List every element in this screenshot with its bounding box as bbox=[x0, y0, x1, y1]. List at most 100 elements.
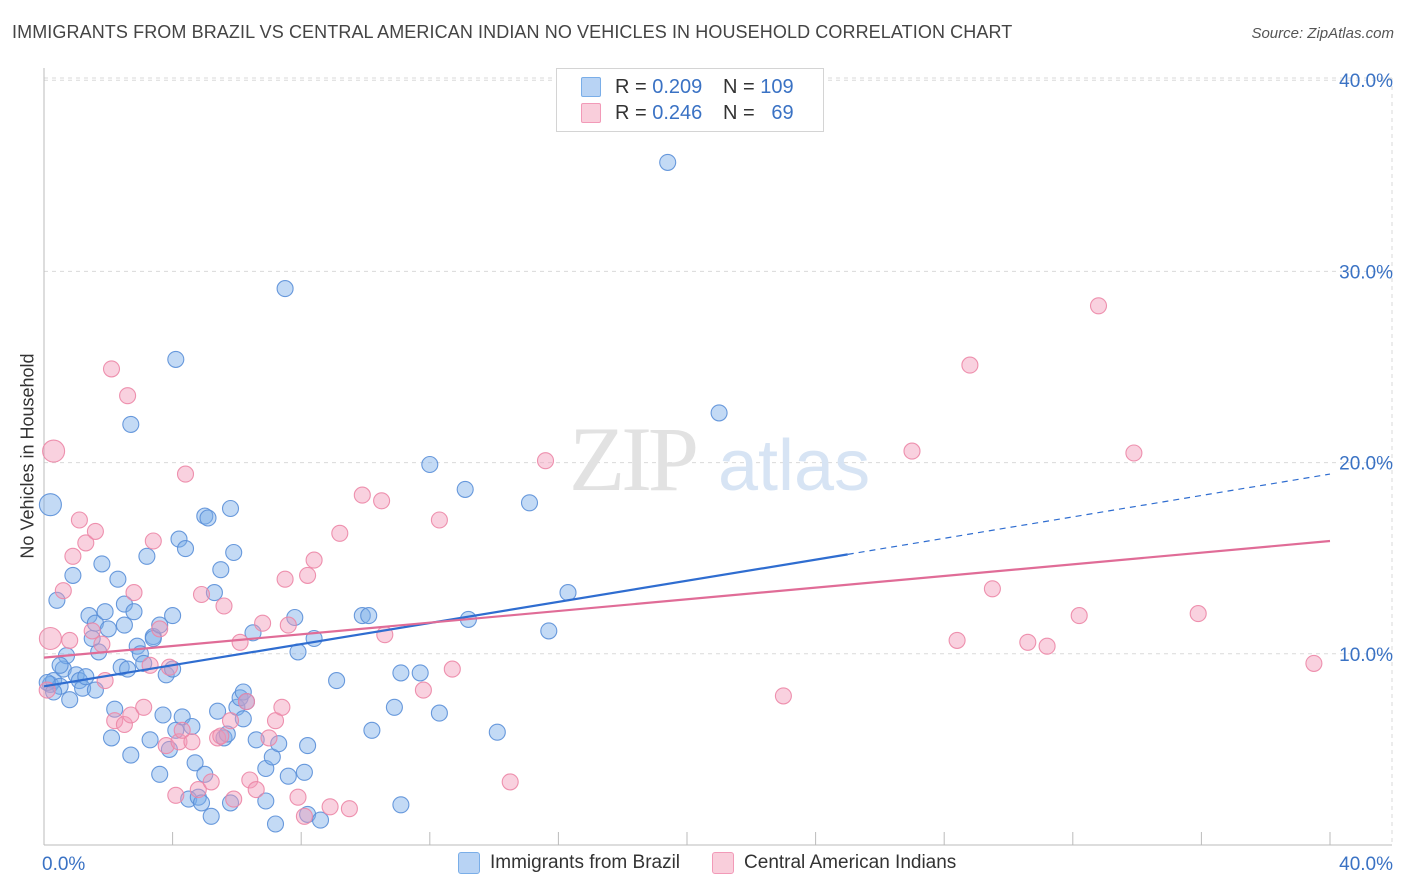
data-point bbox=[414, 681, 432, 699]
data-point bbox=[151, 616, 169, 634]
data-point bbox=[247, 781, 265, 799]
data-point bbox=[1070, 607, 1088, 625]
data-point bbox=[215, 597, 233, 615]
data-point bbox=[122, 706, 140, 724]
legend-item-brazil[interactable]: Immigrants from Brazil bbox=[458, 852, 680, 874]
data-point bbox=[237, 693, 256, 711]
data-point bbox=[321, 798, 339, 816]
legend-item-central-american[interactable]: Central American Indians bbox=[712, 852, 956, 874]
data-point bbox=[48, 591, 66, 609]
data-point bbox=[353, 607, 371, 625]
data-point bbox=[173, 721, 191, 739]
legend-r-value: 0.246 bbox=[652, 101, 703, 124]
data-point bbox=[488, 723, 506, 741]
data-point bbox=[218, 725, 236, 743]
data-point bbox=[212, 561, 230, 579]
data-point bbox=[186, 754, 204, 772]
data-point bbox=[260, 729, 278, 747]
legend-swatch-brazil bbox=[581, 77, 601, 97]
data-point bbox=[443, 660, 461, 678]
data-point bbox=[247, 731, 265, 749]
data-point bbox=[164, 607, 182, 625]
data-point bbox=[225, 790, 243, 808]
data-point bbox=[295, 807, 313, 825]
data-point bbox=[234, 683, 252, 701]
series-legend: Immigrants from Brazil Central American … bbox=[458, 852, 988, 874]
data-point bbox=[331, 524, 349, 542]
watermark: ZIP atlas bbox=[569, 408, 870, 510]
y-axis-label: No Vehicles in Household bbox=[17, 353, 38, 559]
data-point bbox=[86, 522, 104, 540]
data-point bbox=[212, 727, 230, 745]
data-point bbox=[430, 704, 448, 722]
data-point bbox=[257, 792, 275, 810]
data-point bbox=[311, 811, 330, 829]
data-point bbox=[135, 698, 153, 716]
data-point bbox=[205, 584, 223, 602]
data-point bbox=[295, 763, 313, 781]
data-point bbox=[353, 486, 371, 504]
legend-n-label: N = bbox=[723, 101, 755, 124]
chart-title: IMMIGRANTS FROM BRAZIL VS CENTRAL AMERIC… bbox=[12, 22, 1013, 42]
data-point bbox=[774, 687, 792, 705]
data-point bbox=[157, 737, 175, 755]
data-point bbox=[659, 153, 677, 171]
data-point bbox=[115, 616, 133, 634]
data-point bbox=[125, 603, 143, 621]
data-point bbox=[421, 455, 439, 474]
data-point bbox=[328, 672, 346, 690]
data-point bbox=[189, 781, 207, 799]
data-point bbox=[135, 654, 153, 672]
data-point bbox=[183, 733, 201, 751]
y-tick-label: 40.0% bbox=[1339, 71, 1393, 92]
data-point bbox=[1089, 297, 1108, 315]
y-tick-label: 20.0% bbox=[1339, 454, 1393, 475]
data-point bbox=[122, 415, 140, 433]
data-point bbox=[119, 660, 137, 678]
data-point bbox=[221, 499, 240, 518]
correlation-legend: R = 0.209 N = 109 R = 0.246 N = 69 bbox=[556, 68, 824, 132]
data-point bbox=[1038, 637, 1056, 655]
data-point bbox=[360, 607, 378, 625]
data-point bbox=[167, 786, 185, 804]
data-point bbox=[1019, 633, 1037, 651]
legend-label-brazil: Immigrants from Brazil bbox=[490, 852, 681, 873]
legend-r-label: R = bbox=[615, 75, 647, 98]
data-point bbox=[51, 656, 69, 674]
data-point bbox=[270, 735, 288, 753]
tick-labels: 10.0% 20.0% 30.0% 40.0% 0.0% 40.0% bbox=[42, 71, 1393, 875]
legend-label-central-american: Central American Indians bbox=[744, 852, 957, 873]
y-tick-label: 30.0% bbox=[1339, 262, 1393, 283]
trend-lines bbox=[43, 473, 1331, 688]
data-point bbox=[112, 658, 130, 676]
data-point bbox=[176, 465, 195, 483]
data-point bbox=[392, 664, 410, 682]
data-point bbox=[983, 580, 1001, 598]
y-tick-label: 10.0% bbox=[1339, 645, 1393, 666]
data-point bbox=[42, 439, 66, 463]
data-point bbox=[266, 815, 285, 833]
data-point bbox=[430, 511, 448, 529]
data-point bbox=[1125, 444, 1143, 462]
x-tick-label: 0.0% bbox=[42, 854, 85, 875]
legend-n-value: 69 bbox=[771, 101, 794, 124]
data-point bbox=[154, 706, 172, 724]
watermark-zip: ZIP bbox=[569, 408, 696, 510]
data-point bbox=[209, 702, 227, 720]
data-point bbox=[122, 746, 140, 764]
series-central-american-indians bbox=[38, 297, 1323, 825]
data-point bbox=[279, 767, 297, 785]
data-point bbox=[540, 622, 558, 640]
data-point bbox=[93, 635, 111, 653]
data-point bbox=[363, 721, 381, 739]
data-point bbox=[1189, 605, 1207, 623]
data-point bbox=[948, 631, 966, 649]
data-point bbox=[536, 452, 555, 470]
data-point bbox=[385, 698, 403, 716]
data-point bbox=[520, 494, 539, 512]
data-point bbox=[299, 566, 317, 584]
legend-r-label: R = bbox=[615, 101, 647, 124]
data-point bbox=[241, 771, 259, 789]
source-label: Source: ZipAtlas.com bbox=[1251, 25, 1394, 42]
